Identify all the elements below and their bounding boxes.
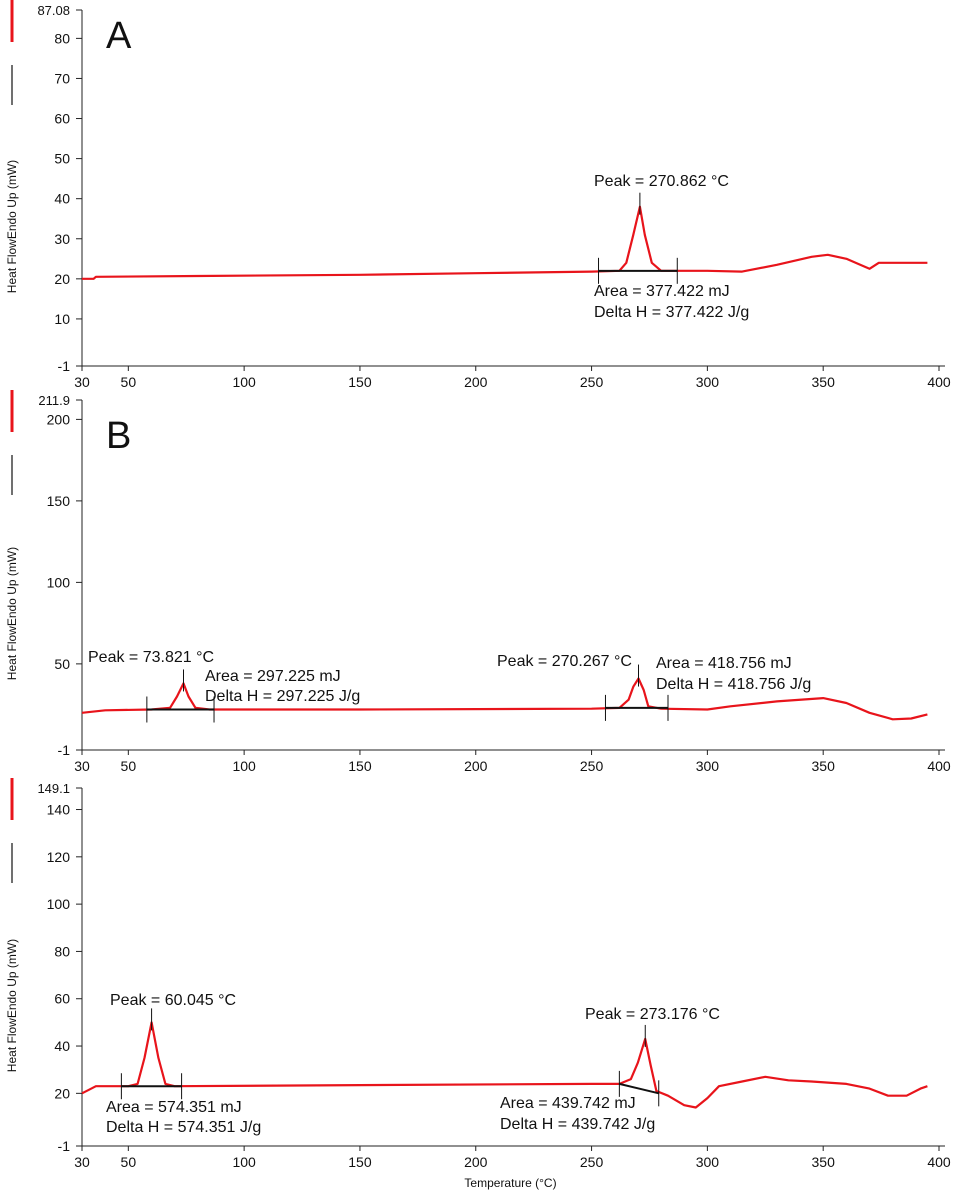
peak-label: Peak = 270.862 °C <box>594 173 729 190</box>
y-tick-label: 150 <box>47 493 71 509</box>
delta-h-label: Delta H = 439.742 J/g <box>500 1116 655 1133</box>
heat-flow-curve <box>81 677 928 721</box>
x-tick-label: 400 <box>927 374 951 390</box>
y-axis-title: Heat FlowEndo Up (mW) <box>5 547 19 680</box>
y-tick-label: 120 <box>47 849 71 865</box>
area-label: Area = 574.351 mJ <box>106 1099 242 1116</box>
x-tick-label: 150 <box>348 1154 372 1170</box>
delta-h-label: Delta H = 574.351 J/g <box>106 1119 261 1136</box>
x-tick-label: 400 <box>927 758 951 774</box>
x-tick-label: 50 <box>121 758 137 774</box>
x-tick-label: 250 <box>580 1154 604 1170</box>
y-tick-label: 10 <box>54 311 70 327</box>
x-tick-label: 250 <box>580 758 604 774</box>
y-tick-label: 80 <box>54 30 70 46</box>
x-tick-label: 300 <box>696 374 720 390</box>
x-tick-label: 30 <box>74 1154 90 1170</box>
y-tick-label: 100 <box>47 574 71 590</box>
y-tick-label: 60 <box>54 991 70 1007</box>
x-tick-label: 200 <box>464 1154 488 1170</box>
peak-label: Peak = 273.176 °C <box>585 1006 720 1023</box>
x-tick-label: 50 <box>121 1154 137 1170</box>
y-tick-label: -1 <box>58 358 71 374</box>
chart-panel-3: 149.1 -1 20 40 60 80 100 120 140 30 50 100 150 200 250… <box>5 778 951 1190</box>
x-axis-title: Temperature (°C) <box>464 1176 556 1190</box>
y-tick-label: 70 <box>54 70 70 86</box>
delta-h-label: Delta H = 418.756 J/g <box>656 676 811 693</box>
y-tick-label: 20 <box>54 1085 70 1101</box>
area-label: Area = 439.742 mJ <box>500 1095 636 1112</box>
y-tick-label: 60 <box>54 111 70 127</box>
y-tick-label: 140 <box>47 802 71 818</box>
delta-h-label: Delta H = 377.422 J/g <box>594 304 749 321</box>
x-tick-label: 350 <box>812 758 836 774</box>
x-tick-label: 400 <box>927 1154 951 1170</box>
x-tick-label: 150 <box>348 374 372 390</box>
y-tick-label: -1 <box>58 742 71 758</box>
x-tick-label: 300 <box>696 758 720 774</box>
chart-panel-2: 211.9 -1 50 100 150 200 30 50 100 150 200 250 300 350… <box>5 390 951 774</box>
x-tick-label: 30 <box>74 374 90 390</box>
chart-panel-1: 87.08 -1 10 20 30 40 50 60 70 80 30 50 100 150 200 250 3… <box>5 0 951 390</box>
x-tick-label: 150 <box>348 758 372 774</box>
y-tick-label: 40 <box>54 191 70 207</box>
x-tick-label: 100 <box>232 758 256 774</box>
y-axis-title: Heat FlowEndo Up (mW) <box>5 160 19 293</box>
x-tick-label: 100 <box>232 1154 256 1170</box>
y-tick-label: 40 <box>54 1038 70 1054</box>
x-tick-label: 30 <box>74 758 90 774</box>
heat-flow-curve <box>81 1021 928 1109</box>
y-tick-label: 50 <box>54 151 70 167</box>
x-tick-label: 350 <box>812 1154 836 1170</box>
x-tick-label: 250 <box>580 374 604 390</box>
y-max-label: 87.08 <box>37 3 70 18</box>
peak-baseline <box>619 1082 659 1095</box>
x-tick-label: 200 <box>464 758 488 774</box>
y-max-label: 149.1 <box>37 781 70 796</box>
panel-label: B <box>106 415 131 457</box>
y-max-label: 211.9 <box>38 393 70 408</box>
x-tick-label: 50 <box>121 374 137 390</box>
y-tick-label: 50 <box>54 656 70 672</box>
y-tick-label: 80 <box>54 943 70 959</box>
y-tick-label: 20 <box>54 271 70 287</box>
peak-label: Peak = 60.045 °C <box>110 992 236 1009</box>
x-tick-label: 100 <box>232 374 256 390</box>
y-tick-label: 100 <box>47 896 71 912</box>
y-axis-title: Heat FlowEndo Up (mW) <box>5 939 19 1072</box>
peak-label: Peak = 270.267 °C <box>497 653 632 670</box>
delta-h-label: Delta H = 297.225 J/g <box>205 688 360 705</box>
y-tick-label: -1 <box>58 1138 71 1154</box>
x-tick-label: 350 <box>812 374 836 390</box>
y-tick-label: 30 <box>54 231 70 247</box>
y-tick-label: 200 <box>47 411 71 427</box>
heat-flow-curve <box>82 205 928 280</box>
panel-label: A <box>106 15 132 57</box>
x-tick-label: 300 <box>696 1154 720 1170</box>
x-tick-label: 200 <box>464 374 488 390</box>
area-label: Area = 418.756 mJ <box>656 655 792 672</box>
area-label: Area = 297.225 mJ <box>205 668 341 685</box>
peak-label: Peak = 73.821 °C <box>88 649 214 666</box>
area-label: Area = 377.422 mJ <box>594 283 730 300</box>
